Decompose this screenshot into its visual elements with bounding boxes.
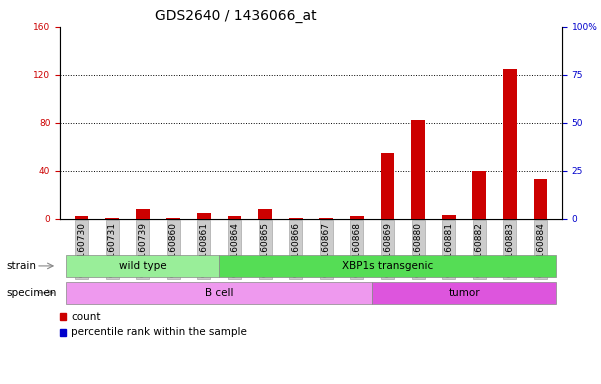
Bar (66, 281, 372, 304)
Bar (66, 255, 219, 277)
Bar (219, 255, 556, 277)
Bar (289, 218, 302, 219)
Bar (442, 215, 456, 219)
Text: percentile rank within the sample: percentile rank within the sample (71, 327, 247, 337)
Bar (350, 217, 364, 219)
Bar (166, 218, 180, 219)
Bar (534, 179, 548, 219)
Text: wild type: wild type (119, 261, 166, 271)
Bar (411, 121, 425, 219)
Bar (380, 153, 394, 219)
Text: XBP1s transgenic: XBP1s transgenic (342, 261, 433, 271)
Text: count: count (71, 312, 100, 322)
Text: specimen: specimen (6, 288, 56, 298)
Bar (105, 218, 119, 219)
Bar (372, 281, 556, 304)
Bar (320, 218, 333, 219)
Bar (472, 171, 486, 219)
Bar (258, 209, 272, 219)
Bar (228, 217, 242, 219)
Text: B cell: B cell (205, 288, 233, 298)
Text: strain: strain (6, 261, 36, 271)
Bar (136, 209, 150, 219)
Text: tumor: tumor (448, 288, 480, 298)
Bar (503, 69, 517, 219)
Bar (75, 217, 88, 219)
Bar (197, 213, 211, 219)
Text: GDS2640 / 1436066_at: GDS2640 / 1436066_at (155, 9, 317, 23)
